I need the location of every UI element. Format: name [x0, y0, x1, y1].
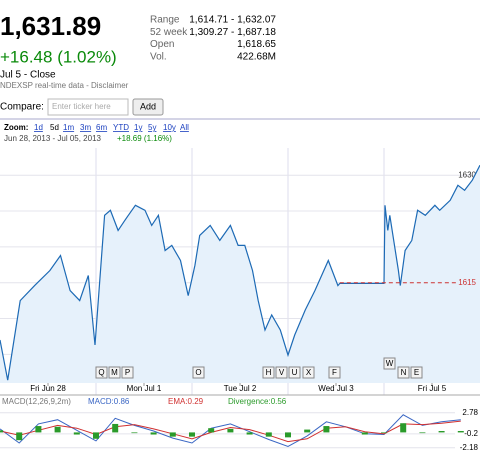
stat-value: 1,614.71 - 1,632.07 [189, 15, 276, 26]
stat-value: 1,618.65 [237, 39, 276, 50]
divergence-bar [112, 423, 119, 433]
divergence-bar [285, 432, 291, 438]
event-flag-label: Q [98, 368, 104, 377]
zoom-option[interactable]: All [180, 123, 189, 132]
legend-entry: EMA:0.29 [168, 397, 204, 406]
macd-title: MACD(12,26,9,2m) [2, 397, 71, 406]
divergence-bar [400, 423, 407, 433]
stat-value: 1,309.27 - 1,687.18 [189, 27, 276, 38]
compare-label: Compare: [0, 102, 44, 113]
legend-entry: Divergence:0.56 [228, 397, 287, 406]
status: Jul 5 - Close [0, 70, 56, 81]
zoom-option[interactable]: 5d [50, 123, 59, 132]
divergence-bar [304, 429, 311, 433]
divergence-bar [419, 432, 426, 434]
zoom-option[interactable]: 10y [163, 123, 176, 132]
date-range: Jun 28, 2013 - Jul 05, 2013 [4, 134, 102, 143]
ticker-placeholder: Enter ticker here [52, 102, 111, 111]
y-tick-label: -2.18 [460, 443, 479, 452]
macd-line [0, 414, 461, 448]
x-tick-label: Mon Jul 1 [127, 384, 162, 393]
stat-label: 52 week [150, 27, 188, 38]
stat-label: Vol. [150, 52, 167, 63]
event-flag[interactable] [192, 366, 205, 379]
range-change: +18.69 (1.16%) [117, 134, 172, 143]
event-flag-label: H [266, 368, 272, 377]
stat-value: 422.68M [237, 52, 276, 63]
event-flag-label: X [306, 368, 312, 377]
zoom-option[interactable]: 1d [34, 123, 43, 132]
event-flag[interactable] [410, 366, 423, 379]
divergence-bar [73, 432, 80, 435]
event-flag[interactable] [121, 366, 134, 379]
macd-line [0, 420, 461, 443]
event-flag[interactable] [95, 366, 108, 379]
event-flag[interactable] [397, 366, 410, 379]
divergence-bar [457, 431, 464, 433]
divergence-bar [381, 432, 387, 434]
divergence-bar [189, 432, 195, 437]
divergence-bar [35, 426, 42, 433]
previous-close-label: 1615 [458, 278, 476, 287]
source: NDEXSP real-time data - Disclaimer [0, 81, 129, 90]
event-flag[interactable] [302, 366, 315, 379]
zoom-option[interactable]: 1y [134, 123, 142, 132]
event-flag[interactable] [275, 366, 288, 379]
event-flag-label: V [279, 368, 285, 377]
divergence-bar [438, 431, 445, 433]
event-flag-label: M [111, 368, 118, 377]
stat-label: Open [150, 39, 174, 50]
ticker-input[interactable] [47, 98, 129, 116]
y-tick-label: -0.2 [464, 429, 478, 438]
event-flag[interactable] [328, 366, 341, 379]
divergence-bar [0, 430, 3, 433]
zoom-option[interactable]: 1m [63, 123, 74, 132]
event-flag[interactable] [383, 357, 396, 370]
divergence-bar [227, 428, 234, 433]
area [0, 165, 480, 383]
zoom-option[interactable]: 5y [148, 123, 156, 132]
x-tick-label: Fri Jun 28 [30, 384, 66, 393]
zoom-option[interactable]: YTD [113, 123, 129, 132]
divergence-bar [361, 432, 368, 435]
x-tick-label: Wed Jul 3 [318, 384, 354, 393]
event-flag[interactable] [108, 366, 121, 379]
stat-label: Range [150, 15, 180, 26]
divergence-bar [16, 432, 23, 441]
legend-entry: MACD:0.86 [88, 397, 130, 406]
divergence-bar [246, 432, 253, 435]
event-flag-label: P [125, 368, 130, 377]
divergence-bar [323, 426, 330, 433]
divergence-bar [93, 432, 99, 439]
zoom-option[interactable]: 3m [80, 123, 91, 132]
event-flag[interactable] [288, 366, 301, 379]
divergence-bar [169, 432, 176, 437]
x-tick-label: Fri Jul 5 [418, 384, 447, 393]
y-tick-label: 2.78 [462, 408, 478, 417]
add-button[interactable] [132, 98, 164, 116]
zoom-label: Zoom: [4, 123, 28, 132]
event-flag-label: N [401, 368, 407, 377]
price: 1,631.89 [0, 11, 101, 41]
y-tick-label: 1630 [458, 170, 476, 179]
add-button-label: Add [140, 101, 156, 111]
event-flag-label: U [292, 368, 298, 377]
zoom-option[interactable]: 6m [96, 123, 107, 132]
event-flag-label: F [332, 368, 337, 377]
line [0, 164, 480, 381]
event-flag-label: W [386, 359, 394, 368]
event-flag-label: E [414, 368, 419, 377]
event-flag-label: O [195, 368, 201, 377]
event-flag[interactable] [262, 366, 275, 379]
change: +16.48 (1.02%) [0, 47, 117, 66]
x-tick-label: Tue Jul 2 [224, 384, 257, 393]
divergence-bar [265, 432, 272, 437]
divergence-bar [150, 432, 157, 435]
divergence-bar [208, 428, 215, 433]
divergence-bar [54, 426, 61, 433]
divergence-bar [131, 432, 138, 434]
